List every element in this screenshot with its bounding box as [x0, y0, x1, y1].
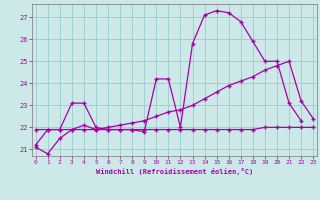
X-axis label: Windchill (Refroidissement éolien,°C): Windchill (Refroidissement éolien,°C)	[96, 168, 253, 175]
